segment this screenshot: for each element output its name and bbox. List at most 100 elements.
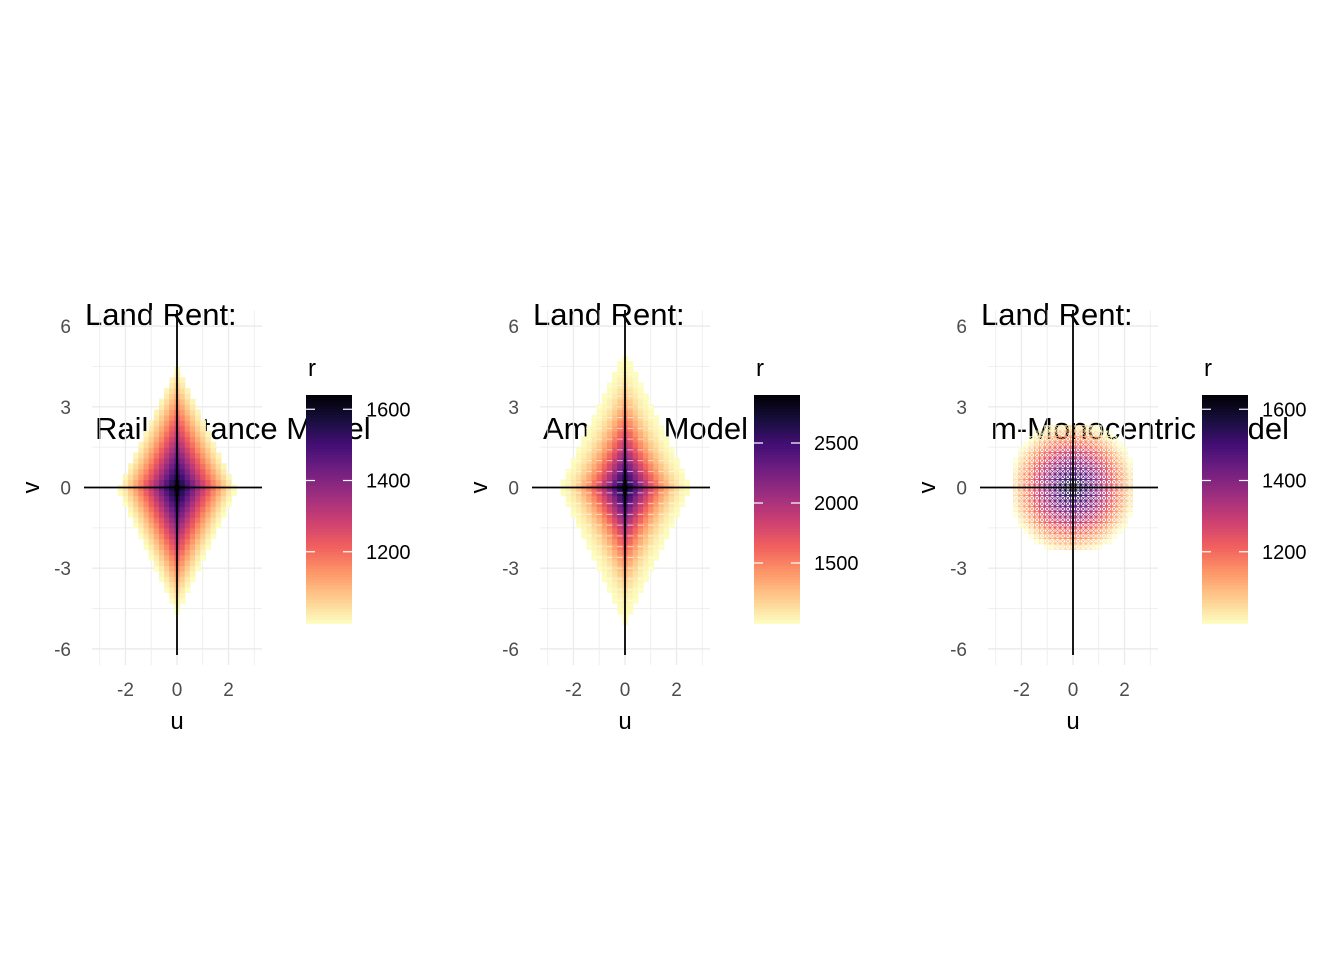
- heat-cell: [1126, 468, 1133, 475]
- heat-cell: [648, 549, 654, 556]
- heat-cell: [195, 457, 201, 464]
- heat-cell: [1054, 527, 1061, 534]
- heat-cell: [1023, 505, 1030, 513]
- heat-cell: [1085, 468, 1092, 475]
- heat-cell: [179, 393, 186, 400]
- heat-cell: [1085, 425, 1092, 432]
- heat-cell: [1080, 538, 1087, 545]
- heat-cell: [1064, 489, 1071, 496]
- heat-cell: [1116, 516, 1123, 523]
- x-tick-label: 2: [223, 680, 234, 701]
- heat-cell: [1049, 495, 1056, 502]
- heat-cell: [220, 490, 227, 497]
- heat-cell: [179, 549, 186, 556]
- heat-cell: [581, 441, 587, 448]
- x-tick-label: 0: [620, 680, 631, 701]
- heat-cell: [643, 576, 649, 583]
- heat-cell: [601, 409, 608, 416]
- colorbar-segment: [1202, 563, 1248, 567]
- heat-cell: [1075, 479, 1082, 486]
- y-tick-label: 0: [508, 479, 519, 500]
- heat-cell: [684, 490, 690, 497]
- heat-cell: [1023, 522, 1030, 529]
- heat-cell: [653, 538, 660, 545]
- heat-cell: [632, 420, 639, 427]
- heat-cell: [627, 398, 634, 405]
- heat-cell: [1100, 462, 1107, 470]
- heat-cell: [128, 463, 134, 470]
- colorbar-segment: [1202, 403, 1248, 408]
- heat-cell: [1126, 495, 1133, 502]
- legend-tick-label: 2500: [814, 433, 859, 455]
- heat-cell: [195, 431, 201, 438]
- heat-cell: [617, 495, 624, 502]
- heat-cell: [158, 543, 165, 550]
- heat-cell: [601, 431, 608, 438]
- heat-cell: [560, 479, 567, 486]
- heat-cell: [1028, 527, 1035, 534]
- heat-cell: [653, 431, 660, 438]
- colorbar-segment: [306, 611, 352, 616]
- heat-cell: [653, 474, 660, 481]
- heat-cell: [612, 420, 618, 427]
- heat-cell: [606, 420, 613, 427]
- heat-cell: [153, 420, 160, 427]
- heat-cell: [164, 576, 170, 583]
- heat-cell: [1054, 457, 1061, 464]
- x-axis-label: u: [1066, 708, 1079, 735]
- heat-cell: [1028, 441, 1035, 448]
- heat-cell: [225, 490, 232, 497]
- heat-cell: [596, 452, 603, 459]
- heat-cell: [143, 538, 150, 545]
- heat-cell: [205, 474, 212, 481]
- heat-cell: [617, 474, 624, 481]
- heat-cell: [1080, 457, 1087, 464]
- heat-cell: [189, 511, 196, 518]
- heat-cell: [133, 468, 139, 475]
- heat-cell: [210, 506, 217, 513]
- colorbar-segment: [306, 474, 352, 479]
- colorbar-segment: [754, 560, 800, 564]
- heat-cell: [169, 382, 176, 389]
- colorbar-segment: [306, 463, 352, 468]
- heat-cell: [179, 581, 186, 588]
- colorbar-segment: [754, 557, 800, 562]
- heat-cell: [673, 457, 680, 464]
- colorbar-segment: [754, 437, 800, 442]
- heat-cell: [210, 457, 217, 464]
- heat-cell: [570, 468, 577, 475]
- heat-cell: [184, 436, 191, 443]
- heat-cell: [653, 414, 660, 421]
- colorbar-segment: [754, 540, 800, 544]
- colorbar-segment: [754, 454, 800, 459]
- heat-cell: [606, 570, 613, 577]
- heat-cell: [179, 457, 186, 464]
- heat-cell: [184, 468, 191, 475]
- colorbar-segment: [1202, 454, 1248, 459]
- colorbar-segment: [306, 457, 352, 462]
- colorbar-segment: [754, 554, 800, 559]
- heat-cell: [169, 527, 176, 534]
- heat-cell: [612, 441, 618, 448]
- heat-cell: [648, 409, 654, 416]
- heat-cell: [143, 452, 150, 459]
- heat-cell: [591, 457, 598, 464]
- heat-cell: [601, 506, 608, 513]
- heat-cell: [189, 463, 196, 470]
- heat-cell: [601, 576, 608, 583]
- heat-cell: [632, 522, 639, 529]
- heat-cell: [617, 608, 624, 615]
- heat-cell: [673, 506, 680, 513]
- heat-cell: [169, 377, 176, 384]
- heat-cell: [184, 457, 191, 464]
- heat-cell: [591, 447, 598, 454]
- colorbar-segment: [306, 437, 352, 442]
- heat-cell: [1054, 538, 1061, 545]
- heat-cell: [205, 447, 212, 454]
- heat-cell: [586, 517, 593, 524]
- heat-cell: [627, 570, 634, 577]
- heat-cell: [653, 447, 660, 454]
- heat-cell: [617, 398, 624, 405]
- heat-cell: [153, 495, 160, 502]
- heat-cell: [617, 517, 624, 524]
